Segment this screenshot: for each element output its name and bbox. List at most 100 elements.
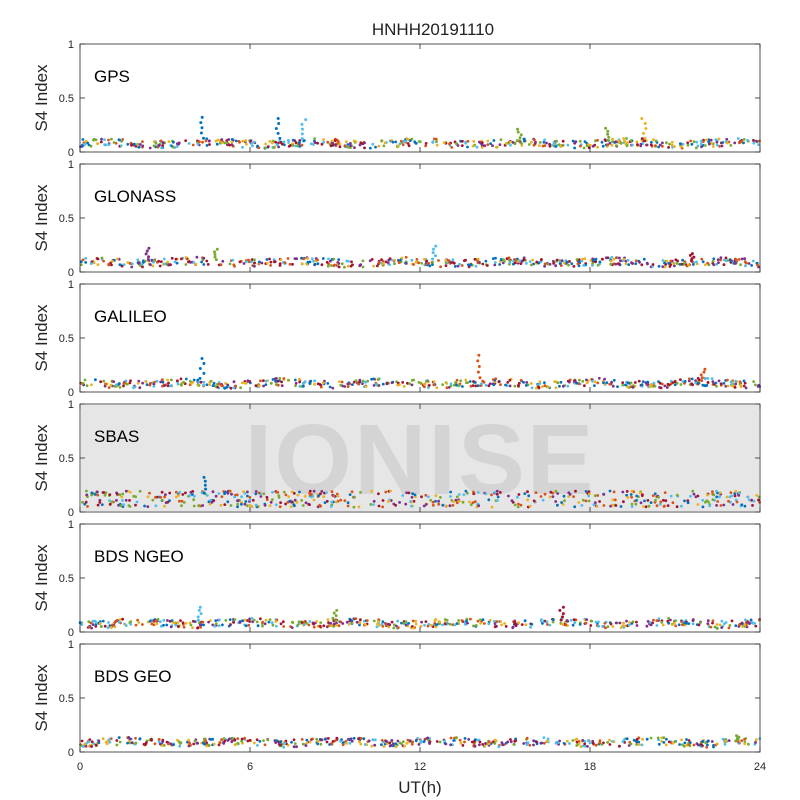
data-point bbox=[504, 625, 508, 628]
data-point bbox=[619, 505, 623, 508]
data-point bbox=[343, 499, 347, 502]
data-point bbox=[598, 739, 602, 743]
data-point bbox=[332, 264, 336, 268]
data-point bbox=[464, 141, 468, 145]
data-point bbox=[499, 383, 502, 386]
data-point bbox=[212, 742, 216, 746]
data-point bbox=[148, 146, 152, 150]
data-point bbox=[577, 264, 581, 268]
y-tick-label: 0.5 bbox=[59, 213, 74, 225]
data-point bbox=[118, 740, 122, 744]
data-point bbox=[329, 505, 333, 508]
data-point bbox=[206, 263, 210, 266]
data-point bbox=[680, 738, 683, 742]
data-point bbox=[195, 255, 199, 259]
data-point bbox=[465, 619, 468, 623]
data-point bbox=[657, 495, 660, 499]
data-point bbox=[532, 743, 535, 747]
data-point bbox=[134, 623, 138, 627]
data-point bbox=[443, 622, 447, 626]
data-point bbox=[279, 258, 283, 261]
data-point bbox=[543, 384, 547, 388]
data-point bbox=[572, 495, 575, 498]
data-point bbox=[470, 740, 474, 744]
data-point bbox=[624, 259, 628, 263]
data-point bbox=[407, 491, 411, 495]
data-point bbox=[479, 621, 482, 625]
data-point bbox=[337, 258, 341, 261]
data-point bbox=[266, 145, 270, 149]
data-point bbox=[322, 138, 325, 142]
data-point bbox=[435, 740, 439, 743]
data-point bbox=[659, 386, 663, 390]
data-point bbox=[161, 384, 164, 388]
data-point bbox=[491, 144, 494, 148]
data-point bbox=[277, 494, 281, 497]
data-point bbox=[141, 140, 144, 144]
data-point bbox=[248, 504, 252, 507]
data-point bbox=[419, 739, 423, 742]
spike-point bbox=[644, 127, 648, 130]
data-point bbox=[236, 499, 239, 503]
data-point bbox=[466, 621, 469, 625]
spike-point bbox=[558, 608, 562, 612]
data-point bbox=[319, 742, 323, 746]
data-point bbox=[214, 385, 217, 388]
data-point bbox=[411, 619, 415, 623]
data-point bbox=[715, 262, 719, 266]
data-point bbox=[707, 140, 711, 144]
x-tick-label: 0 bbox=[77, 761, 83, 773]
data-point bbox=[699, 139, 703, 143]
data-point bbox=[431, 500, 435, 504]
data-point bbox=[719, 256, 723, 260]
data-point bbox=[658, 143, 662, 147]
data-point bbox=[406, 142, 410, 145]
data-point bbox=[742, 138, 746, 141]
data-point bbox=[583, 140, 587, 144]
spike-point bbox=[202, 491, 206, 495]
data-point bbox=[602, 493, 606, 496]
data-point bbox=[721, 737, 725, 741]
data-point bbox=[519, 503, 523, 507]
data-point bbox=[157, 740, 161, 744]
data-point bbox=[207, 744, 211, 747]
data-point bbox=[372, 619, 376, 623]
data-point bbox=[589, 624, 593, 627]
data-point bbox=[316, 258, 319, 262]
data-point bbox=[448, 142, 451, 146]
data-point bbox=[443, 739, 446, 743]
data-point bbox=[394, 140, 398, 144]
data-point bbox=[124, 498, 128, 502]
data-point bbox=[670, 140, 674, 144]
data-point bbox=[412, 263, 415, 266]
data-point bbox=[189, 623, 193, 627]
data-point bbox=[174, 623, 178, 627]
data-point bbox=[265, 261, 269, 265]
data-point bbox=[660, 382, 664, 386]
data-point bbox=[709, 625, 713, 629]
spike-point bbox=[516, 130, 520, 134]
data-point bbox=[480, 146, 484, 149]
data-point bbox=[471, 501, 475, 504]
data-point bbox=[594, 260, 598, 264]
data-point bbox=[542, 741, 546, 745]
data-point bbox=[159, 380, 163, 384]
data-point bbox=[284, 493, 288, 497]
data-point bbox=[295, 745, 298, 749]
spike-point bbox=[202, 371, 206, 375]
data-point bbox=[507, 494, 510, 498]
data-point bbox=[258, 384, 261, 388]
spike-point bbox=[300, 127, 304, 131]
data-point bbox=[644, 505, 648, 509]
data-point bbox=[415, 258, 419, 261]
data-point bbox=[316, 742, 320, 746]
spike-point bbox=[606, 138, 610, 142]
data-point bbox=[383, 141, 387, 145]
data-point bbox=[370, 489, 374, 493]
data-point bbox=[583, 744, 587, 748]
data-point bbox=[267, 620, 271, 624]
data-point bbox=[302, 623, 306, 626]
data-point bbox=[608, 738, 611, 742]
data-point bbox=[585, 378, 588, 382]
data-point bbox=[667, 616, 670, 620]
